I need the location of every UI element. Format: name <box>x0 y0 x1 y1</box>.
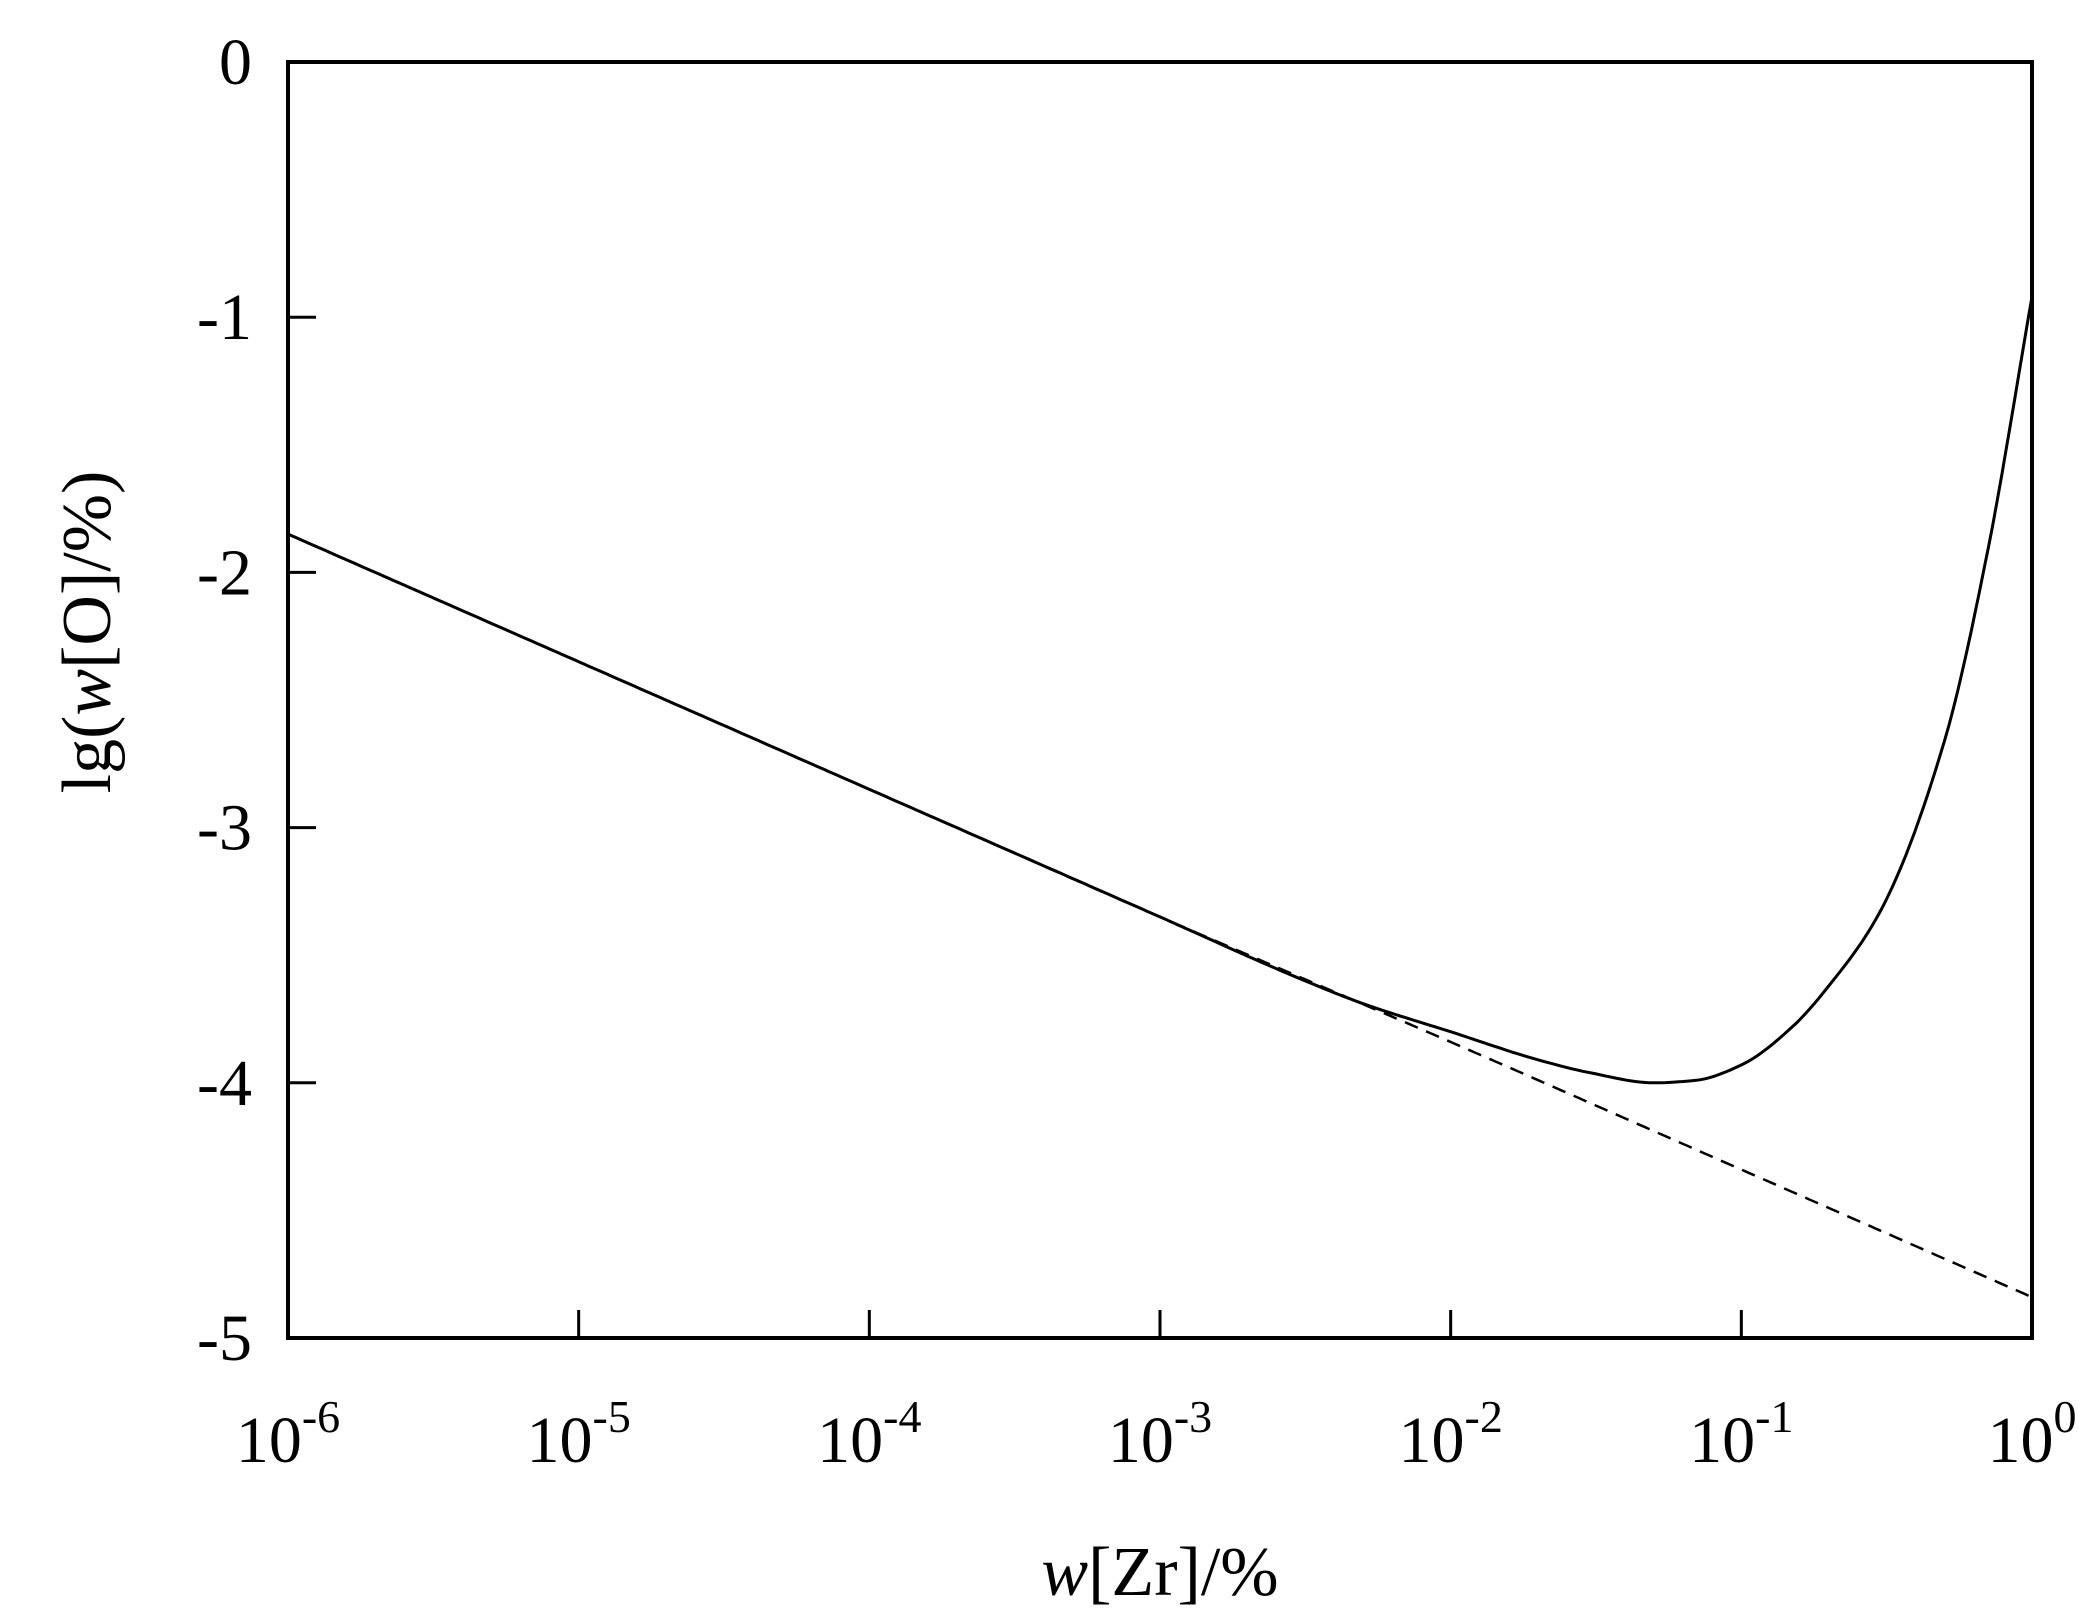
x-tick-label-base: 10 <box>817 1404 883 1477</box>
y-axis-ticks: 0 -1 -2 -3 -4 -5 <box>197 26 316 1375</box>
x-tick-label: 10-3 <box>1108 1391 1212 1477</box>
x-axis-label-rest: [Zr]/% <box>1088 1534 1278 1611</box>
x-tick-label-base: 10 <box>527 1404 593 1477</box>
y-axis-label: lg(w[O]/%) <box>49 471 126 794</box>
x-tick-label: 10-1 <box>1689 1391 1793 1477</box>
x-tick-label-exponent: -4 <box>883 1391 921 1442</box>
y-tick-label: -2 <box>197 536 252 609</box>
x-axis-label: w[Zr]/% <box>1041 1534 1278 1611</box>
x-tick-label: 10-5 <box>527 1391 631 1477</box>
y-tick-label: -5 <box>197 1302 252 1375</box>
series-line-solid <box>287 296 2034 1085</box>
y-tick-label: -3 <box>197 792 252 865</box>
x-tick-label-base: 10 <box>1988 1404 2054 1477</box>
x-axis-label-var: w <box>1041 1534 1088 1611</box>
x-tick-label: 10-6 <box>236 1391 340 1477</box>
x-tick-label-exponent: -6 <box>302 1391 340 1442</box>
x-tick-label: 10-4 <box>817 1391 921 1477</box>
x-tick-label-base: 10 <box>1689 1404 1755 1477</box>
series-line-dashed <box>287 532 2033 1299</box>
x-tick-label: 10-2 <box>1399 1391 1503 1477</box>
x-tick-label-base: 10 <box>1108 1404 1174 1477</box>
y-axis-label-prefix: lg( <box>49 716 126 794</box>
x-tick-label-exponent: -3 <box>1174 1391 1212 1442</box>
plot-area <box>287 296 2034 1299</box>
y-axis-label-var: w <box>49 669 126 716</box>
x-tick-label-exponent: 0 <box>2054 1391 2077 1442</box>
plot-frame <box>286 60 2034 1340</box>
y-tick-label: -4 <box>197 1047 252 1120</box>
x-tick-label-exponent: -1 <box>1755 1391 1793 1442</box>
y-axis-label-rest: [O]/%) <box>49 471 126 669</box>
x-tick-label-exponent: -2 <box>1465 1391 1503 1442</box>
axis-frame <box>286 60 2034 1340</box>
x-tick-label-base: 10 <box>1399 1404 1465 1477</box>
y-tick-label: 0 <box>219 26 252 99</box>
y-tick-label: -1 <box>197 281 252 354</box>
x-tick-label-exponent: -5 <box>593 1391 631 1442</box>
x-tick-label-base: 10 <box>236 1404 302 1477</box>
x-tick-label: 100 <box>1988 1391 2077 1477</box>
x-axis-ticks: 10-6 10-5 10-4 10-3 10-2 10-1 100 <box>236 1310 2077 1477</box>
